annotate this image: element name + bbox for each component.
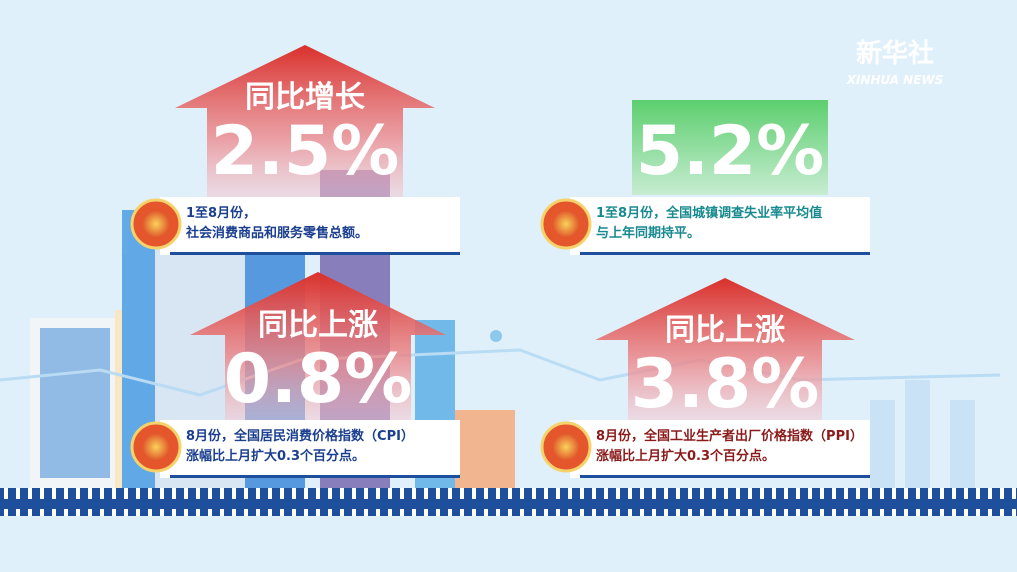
caption-underline — [170, 475, 460, 478]
caption-underline — [580, 475, 870, 478]
caption: 社会消费商品和服务零售总额。 — [185, 225, 368, 241]
caption: 与上年同期持平。 — [596, 225, 700, 241]
arrow — [175, 45, 435, 200]
caption: 涨幅比上月扩大0.3个百分点。 — [185, 448, 365, 464]
heading: 同比上涨 — [258, 308, 378, 343]
value-box — [632, 100, 828, 195]
icon — [552, 433, 580, 461]
caption: 8月份，全国居民消费价格指数（CPI） — [186, 428, 414, 444]
caption-underline — [580, 252, 870, 255]
bottom-strip — [0, 488, 1017, 516]
value: 2.5% — [211, 112, 400, 191]
caption-box — [570, 197, 870, 255]
caption-box — [160, 197, 460, 255]
icon — [142, 210, 170, 238]
caption: 1至8月份，全国城镇调查失业率平均值 — [596, 205, 822, 221]
value: 3.8% — [631, 345, 820, 424]
caption: 涨幅比上月扩大0.3个百分点。 — [595, 448, 775, 464]
arrow — [595, 278, 855, 422]
caption-box — [570, 420, 870, 478]
caption-box — [160, 420, 460, 478]
caption: 8月份，全国工业生产者出厂价格指数（PPI） — [596, 428, 863, 444]
value: 0.8% — [224, 340, 413, 419]
icon — [142, 433, 170, 461]
heading: 同比增长 — [245, 80, 365, 115]
heading: 同比上涨 — [665, 313, 785, 348]
caption-underline — [170, 252, 460, 255]
caption: 1至8月份， — [186, 205, 256, 221]
logo: 新华社 — [856, 38, 934, 69]
icon — [552, 210, 580, 238]
arrow — [190, 272, 446, 422]
value: 5.2% — [636, 112, 825, 191]
logo-sub: XINHUA NEWS — [846, 73, 944, 87]
